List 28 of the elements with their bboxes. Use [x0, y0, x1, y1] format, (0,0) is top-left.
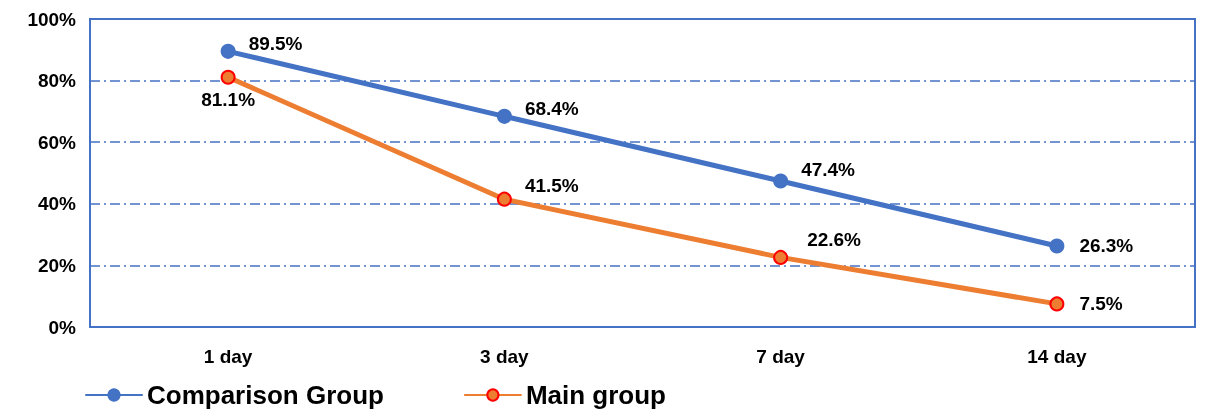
point: [773, 173, 789, 189]
data-label: 26.3%: [1079, 235, 1134, 257]
data-label: 89.5%: [248, 32, 303, 54]
y-tick-label: 40%: [37, 193, 77, 215]
point: [773, 249, 789, 265]
data-label: 7.5%: [1079, 293, 1123, 315]
y-tick-label: 60%: [37, 131, 77, 153]
point: [496, 191, 512, 207]
point: [220, 43, 236, 59]
data-label: 47.4%: [801, 158, 856, 180]
point: [496, 108, 512, 124]
data-label: 41.5%: [524, 174, 579, 196]
point: [1049, 238, 1065, 254]
x-tick-label: 14 day: [1027, 346, 1087, 367]
y-tick-label: 100%: [27, 8, 77, 30]
data-label: 68.4%: [524, 97, 579, 119]
legend-label: Main group: [525, 380, 666, 409]
legend-label: Comparison Group: [147, 380, 384, 409]
x-tick-label: 1 day: [203, 346, 253, 367]
y-tick-label: 80%: [37, 70, 77, 92]
x-tick-label: 3 day: [480, 346, 530, 367]
y-tick-label: 0%: [48, 316, 77, 338]
data-label: 22.6%: [807, 228, 862, 250]
y-tick-label: 20%: [37, 254, 77, 276]
point: [220, 69, 236, 85]
x-tick-label: 7 day: [756, 346, 806, 367]
data-label: 81.1%: [201, 88, 256, 110]
point: [1049, 296, 1065, 312]
